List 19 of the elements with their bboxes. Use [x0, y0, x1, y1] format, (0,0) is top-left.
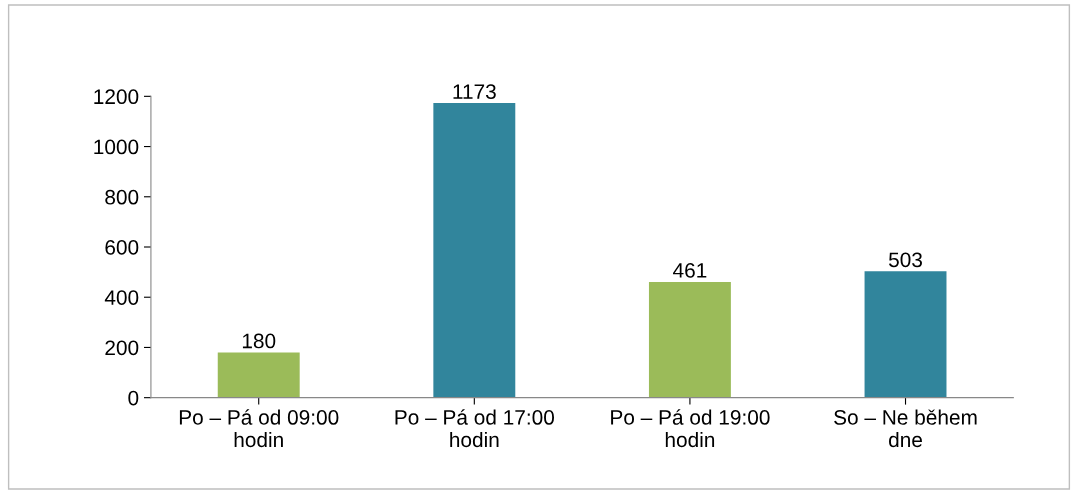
y-tick-label: 200: [105, 340, 139, 356]
bar: [648, 281, 731, 398]
bar: [864, 271, 947, 398]
data-label: 1173: [453, 84, 496, 99]
data-label: 461: [673, 263, 707, 278]
y-tick-label: 1000: [94, 139, 139, 155]
y-tick-label: 400: [104, 290, 139, 305]
data-label: 503: [888, 252, 922, 268]
bar: [433, 103, 516, 398]
bar: [217, 352, 300, 398]
data-label: 180: [242, 333, 276, 349]
x-tick-label: Po – Pá od 09:00 hodin: [179, 409, 339, 448]
x-tick-label: So – Ne během dne: [834, 409, 977, 448]
x-tick-label: Po – Pá od 19:00 hodin: [611, 409, 770, 448]
y-tick-label: 600: [105, 240, 139, 255]
y-tick-label: 1200: [94, 89, 139, 105]
y-tick-label: 0: [128, 390, 139, 406]
x-tick-label: Po – Pá od 17:00 hodin: [395, 409, 555, 448]
y-tick-label: 800: [105, 189, 139, 205]
